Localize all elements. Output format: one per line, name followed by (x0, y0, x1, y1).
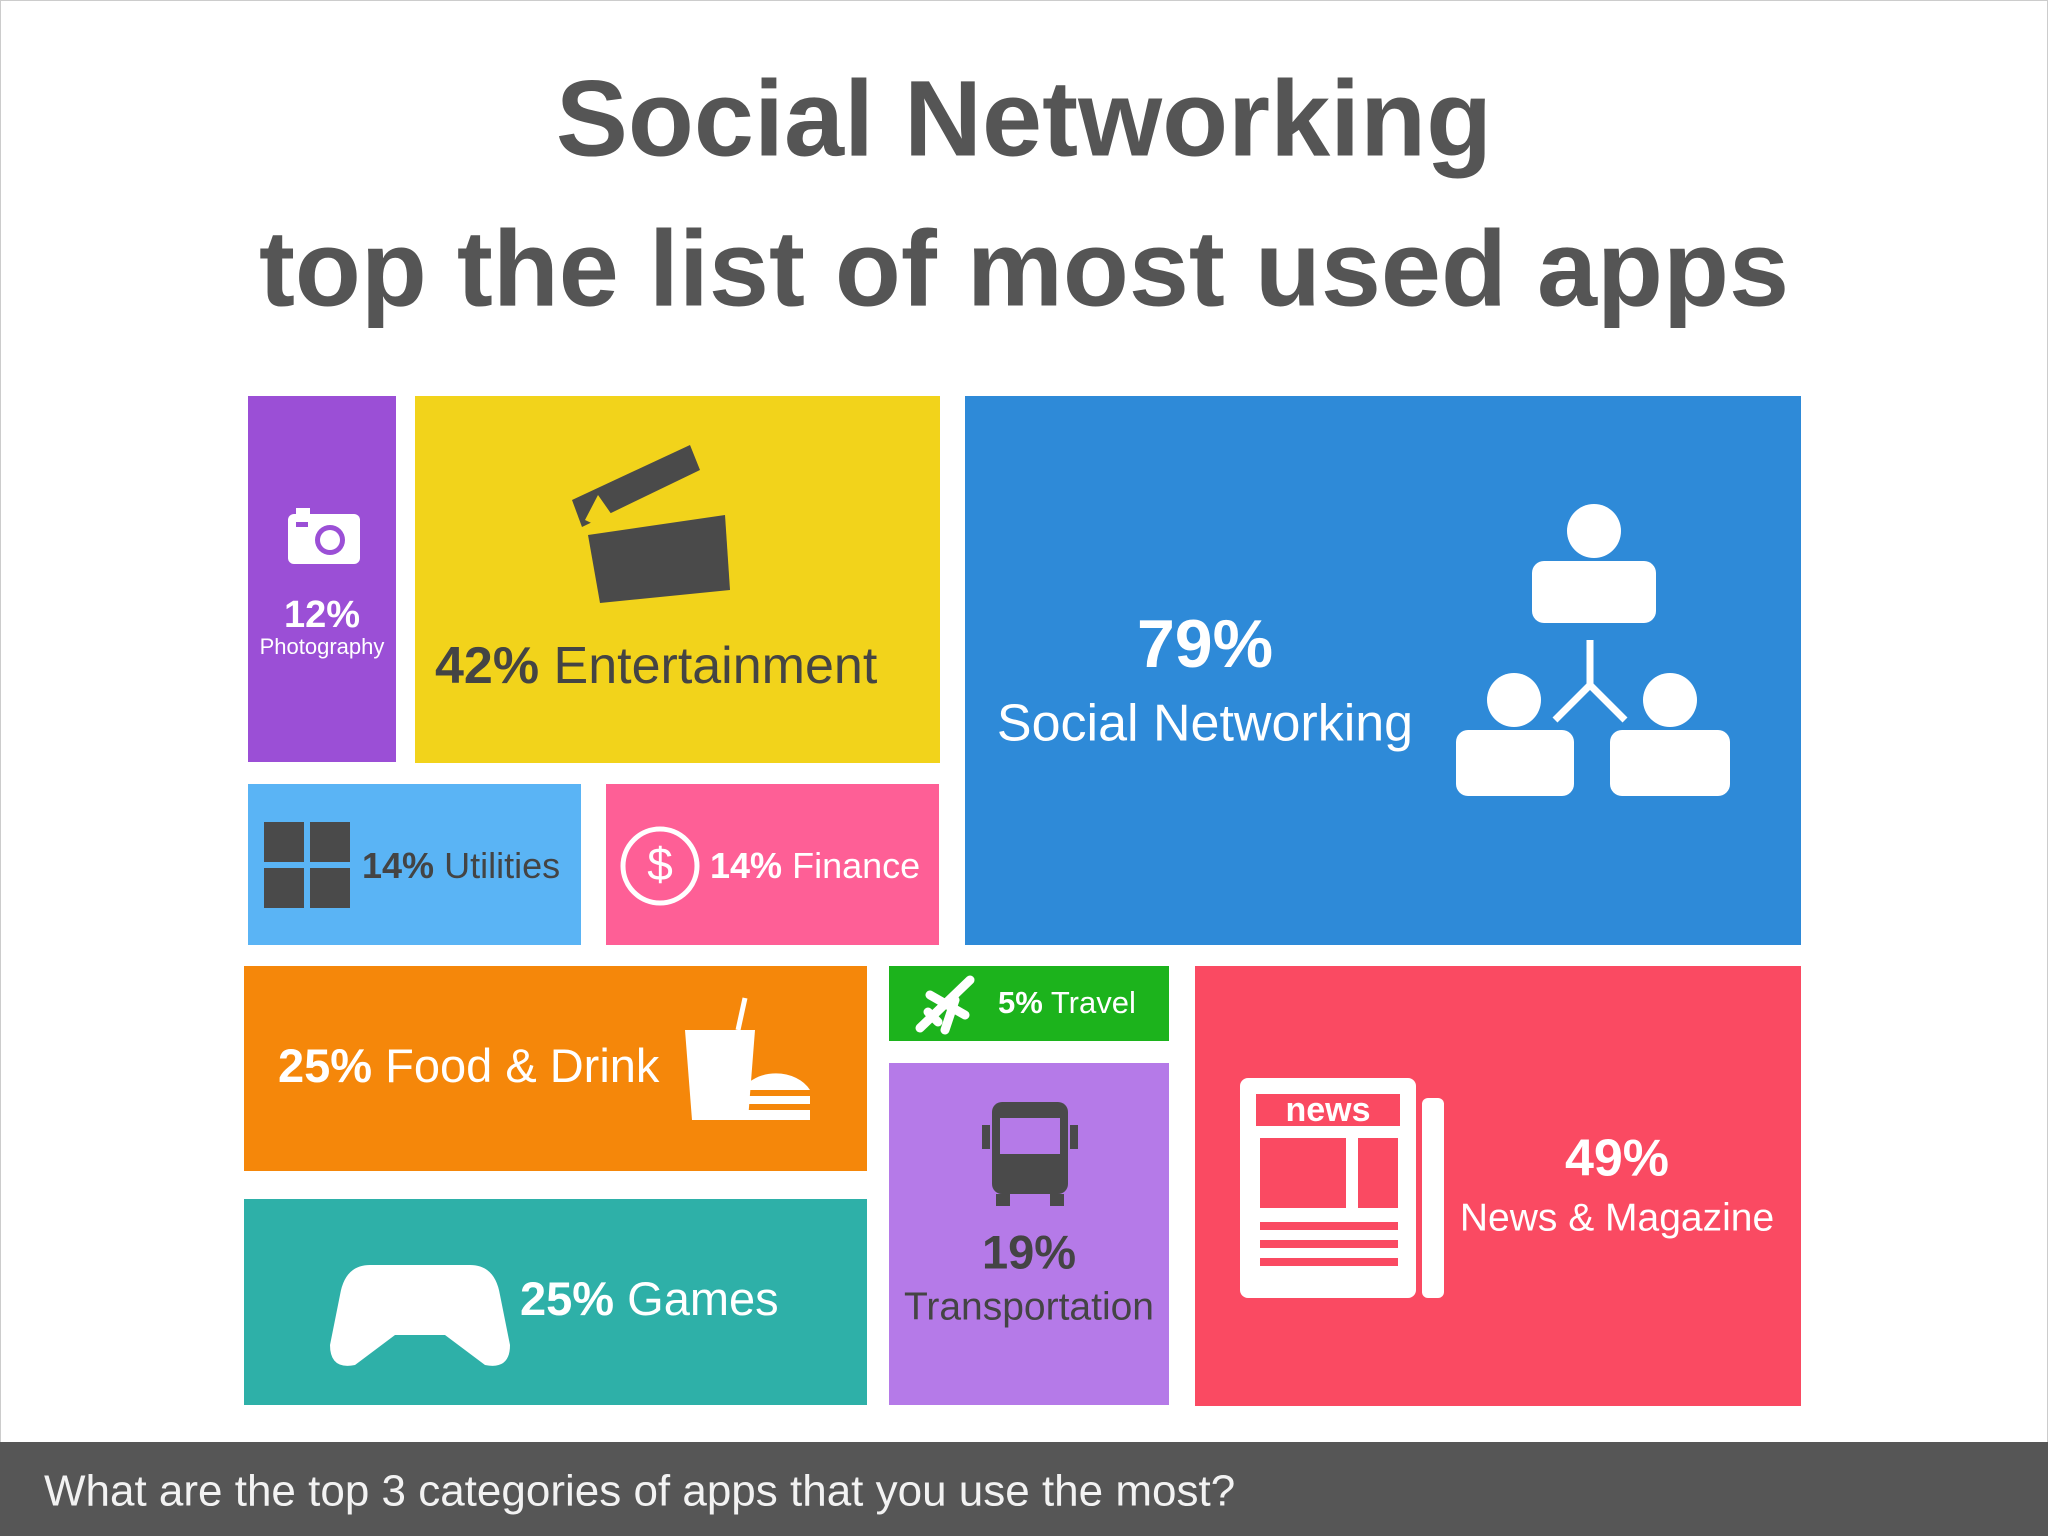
tile-percent: 25% (520, 1272, 614, 1325)
tile-label: Food & Drink (385, 1039, 660, 1092)
tile-text: 5% Travel (998, 985, 1136, 1020)
tile-text: 25% Games (520, 1272, 779, 1325)
newspaper-icon (1240, 1078, 1444, 1298)
food-icon (685, 997, 810, 1120)
title-line: top the list of most used apps (259, 208, 1789, 329)
tile-percent: 5% (998, 985, 1043, 1020)
news-label-icon: news (1285, 1091, 1370, 1129)
tile (965, 396, 1801, 945)
tile-label: Transportation (904, 1285, 1154, 1328)
title-line: Social Networking (556, 58, 1492, 179)
tile-text: 14% Finance (710, 845, 920, 886)
tile-percent: 25% (278, 1039, 372, 1092)
dollar-icon (620, 826, 700, 906)
plane-icon (915, 975, 975, 1035)
tile (248, 396, 396, 762)
tile-percent: 14% (710, 845, 782, 886)
tile-label: Photography (260, 634, 385, 659)
calculator-icon (264, 822, 350, 908)
controller-icon (330, 1265, 510, 1366)
tile (248, 784, 581, 945)
camera-icon (288, 508, 360, 564)
dollar-sign: $ (647, 838, 673, 890)
tile (889, 966, 1169, 1041)
tile-label: Utilities (444, 845, 560, 886)
tile-percent: 12% (284, 594, 360, 636)
tile-percent: 19% (982, 1225, 1076, 1278)
tile (606, 784, 939, 945)
tile-label: Games (627, 1272, 779, 1325)
clapper-icon (572, 445, 730, 603)
tile-percent: 14% (362, 845, 434, 886)
tile-label: Travel (1051, 985, 1136, 1020)
footer-question: What are the top 3 categories of apps th… (44, 1467, 1235, 1516)
people-icon (1456, 504, 1730, 796)
tile-label: Entertainment (554, 637, 878, 695)
tile-percent: 42% (435, 637, 539, 695)
tile (244, 966, 867, 1171)
bus-icon (982, 1102, 1078, 1206)
tile-label: Social Networking (997, 695, 1413, 753)
footer-bar (0, 1442, 2048, 1536)
tile-percent: 49% (1565, 1130, 1669, 1188)
tile-text: 14% Utilities (362, 845, 560, 886)
tile-label: News & Magazine (1460, 1196, 1774, 1239)
tile-percent: 79% (1137, 606, 1273, 682)
tile-text: 25% Food & Drink (278, 1039, 660, 1092)
tile-label: Finance (792, 845, 920, 886)
tile-text: 42% Entertainment (435, 637, 878, 695)
